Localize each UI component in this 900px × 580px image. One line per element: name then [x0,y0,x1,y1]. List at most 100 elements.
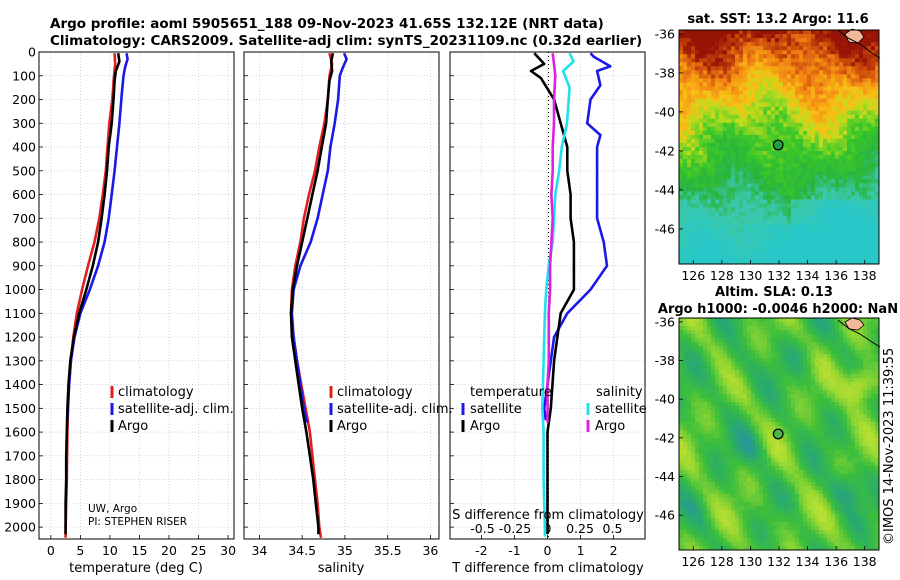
map-cell [695,175,700,180]
map-cell [807,386,812,391]
map-cell [755,171,760,176]
map-cell [851,378,856,383]
map-cell [695,118,700,124]
map-cell [739,450,744,455]
map-cell [711,82,716,87]
map-cell [703,191,708,196]
map-cell [743,58,748,63]
map-cell [795,247,800,253]
map-cell [683,326,688,331]
map-cell [759,58,764,63]
map-cell [711,430,716,435]
map-cell [715,438,720,443]
map-cell [855,450,860,455]
map-cell [807,330,812,335]
map-cell [791,418,796,423]
argo-float-marker [772,139,784,151]
map-cell [835,450,840,455]
map-cell [763,223,768,229]
map-cell [855,147,860,152]
map-cell [819,338,824,343]
map-cell [815,374,820,379]
map-cell [707,159,712,164]
map-cell [787,410,792,415]
map-cell [679,354,684,359]
map-cell [787,350,792,355]
map-cell [687,130,692,136]
map-cell [835,458,840,463]
map-cell [827,78,832,83]
map-cell [875,163,879,168]
map-cell [691,370,696,375]
map-cell [679,322,684,327]
map-cell [855,406,860,411]
map-cell [715,243,720,249]
map-cell [795,223,800,229]
map-cell [695,191,700,196]
map-cell [831,86,836,91]
map-cell [791,187,796,192]
map-cell [839,446,844,451]
map-cell [723,227,728,233]
map-cell [839,50,844,55]
map-cell [771,398,776,403]
map-cell [731,130,736,136]
map-cell [815,402,820,407]
map-cell [771,239,776,245]
map-cell [715,62,720,67]
map-cell [763,142,768,148]
map-cell [847,203,852,208]
map-cell [791,219,796,225]
map-cell [747,78,752,83]
map-cell [827,62,832,67]
map-cell [855,66,860,71]
map-cell [703,46,708,51]
map-cell [763,58,768,63]
map-cell [779,398,784,403]
map-cell [735,30,740,35]
map-cell [799,34,804,39]
map-cell [783,151,788,156]
map-cell [735,342,740,347]
map-cell [747,155,752,160]
map-cell [719,138,724,144]
legend-climatology-label: climatology [337,385,413,400]
map-cell [815,66,820,71]
map-cell [683,70,688,75]
map-cell [791,171,796,176]
map-cell [839,386,844,391]
map-cell [747,434,752,439]
map-cell [695,187,700,192]
map-cell [839,450,844,455]
map-cell [743,223,748,229]
map-cell [707,326,712,331]
map-cell [791,42,796,47]
map-cell [699,66,704,71]
map-cell [823,38,828,43]
map-cell [759,414,764,419]
map-cell [835,350,840,355]
map-cell [687,195,692,200]
map-cell [795,402,800,407]
map-cell [691,251,696,257]
map-cell [815,122,820,128]
map-cell [743,42,748,47]
map-cell [691,418,696,423]
y-tick-label: 500 [12,163,36,178]
map-cell [827,390,832,395]
map-cell [843,147,848,152]
map-cell [743,110,748,116]
map-cell [871,171,876,176]
map-cell [855,243,860,249]
map-cell [687,70,692,75]
map-cell [831,167,836,172]
map-cell [859,318,864,323]
map-cell [835,243,840,249]
map-cell [859,223,864,229]
map-cell [767,102,772,108]
map-cell [779,235,784,241]
map-cell [859,82,864,87]
map-cell [715,330,720,335]
map-cell [795,167,800,172]
